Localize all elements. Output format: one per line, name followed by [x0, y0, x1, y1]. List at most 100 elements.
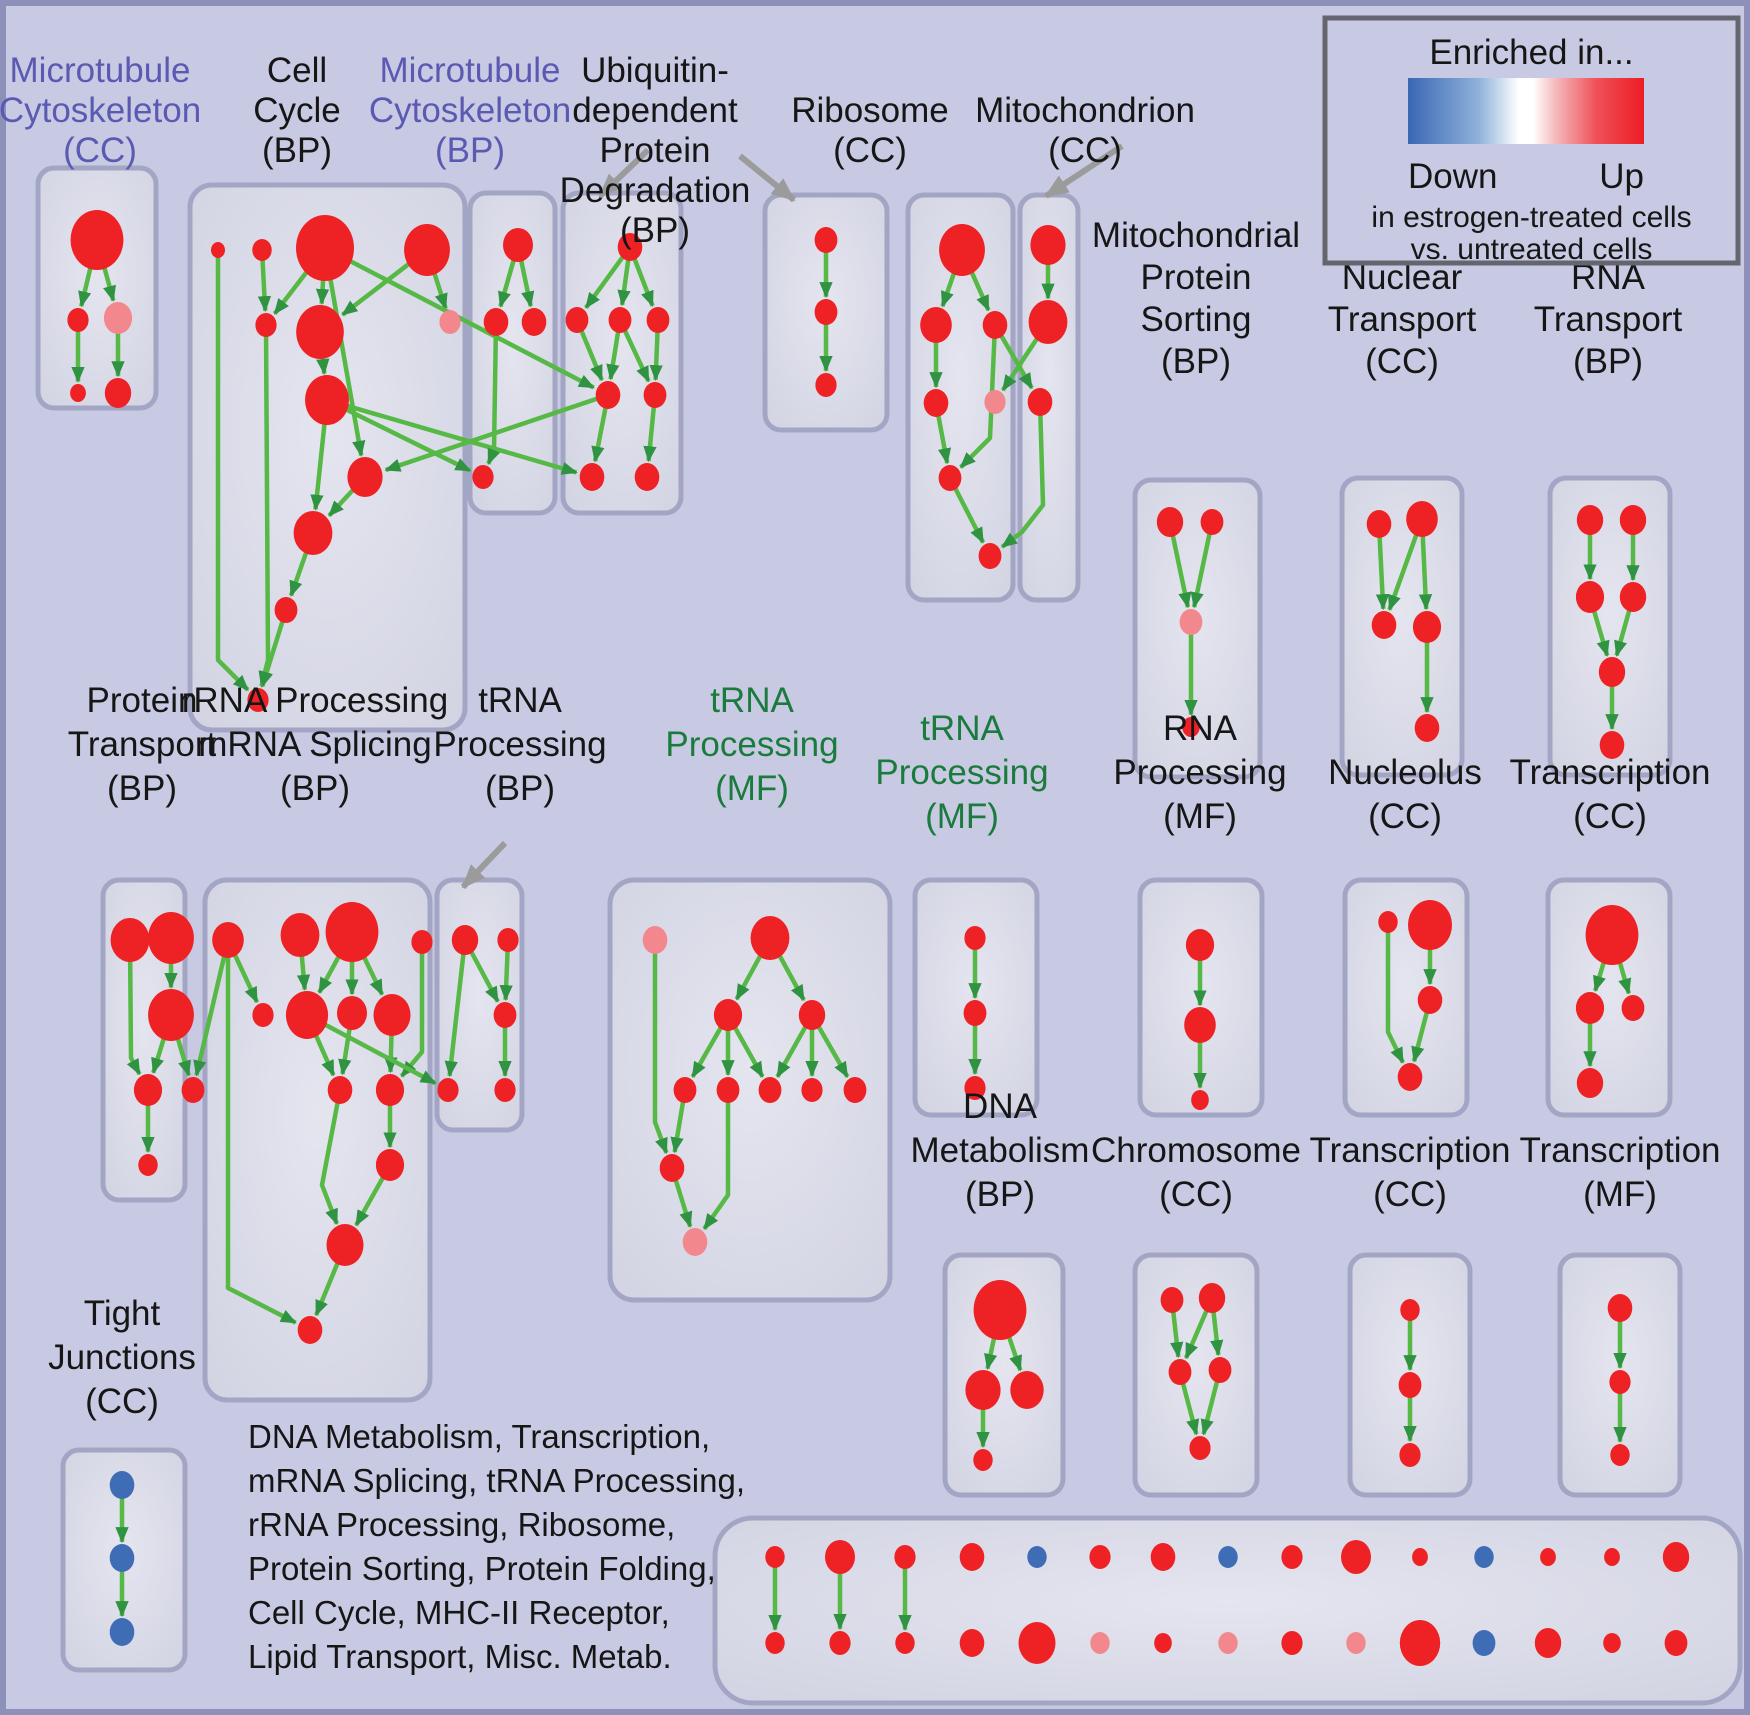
go-term-node-s2: [1200, 509, 1224, 535]
go-term-node-bt5: [1027, 1546, 1047, 1568]
go-term-node-p4: [133, 1074, 163, 1106]
label-transcription-cc-low: Transcription (CC): [1310, 1131, 1511, 1214]
edge-rr9-rr12: [319, 1089, 343, 1226]
go-term-node-rr7: [337, 996, 367, 1030]
go-term-node-r3: [982, 311, 1008, 339]
legend-up-label: Up: [1599, 157, 1644, 196]
go-term-node-x4: [1397, 1063, 1423, 1091]
go-term-node-rr13: [297, 1316, 323, 1344]
go-term-node-y4: [1576, 1068, 1604, 1098]
go-term-node-nt3: [1371, 611, 1397, 639]
label-trna-mf-2: tRNA Processing (MF): [875, 709, 1048, 836]
go-term-node-bb7: [1154, 1633, 1172, 1653]
go-term-node-bb4: [959, 1629, 985, 1657]
go-term-node-mb4: [472, 465, 494, 489]
go-term-node-bt4: [959, 1543, 985, 1571]
go-term-node-d3: [1010, 1371, 1044, 1409]
go-term-node-bt1: [765, 1546, 785, 1568]
go-term-node-t3: [1399, 1443, 1421, 1467]
label-trna-mf-1: tRNA Processing (MF): [665, 681, 838, 808]
go-term-node-r7: [978, 543, 1002, 569]
go-term-node-rr8: [373, 994, 411, 1036]
go-term-node-y3: [1621, 995, 1645, 1021]
go-term-node-tb1: [451, 925, 479, 955]
go-term-node-bb15: [1664, 1630, 1688, 1656]
edge-c8-u7: [326, 397, 578, 475]
go-term-node-q2: [1609, 1370, 1631, 1394]
annotation-text: DNA Metabolism, Transcription, mRNA Splic…: [248, 1418, 745, 1675]
go-term-node-s4: [1182, 717, 1200, 737]
cluster-box-bottom-wide: [712, 1515, 1743, 1706]
go-term-node-s1: [1156, 507, 1184, 537]
edge-rr1-p5: [193, 939, 231, 1077]
go-term-node-c6: [296, 305, 344, 359]
label-cell-cycle: Cell Cycle (BP): [253, 51, 341, 170]
go-term-node-w1: [1185, 929, 1215, 961]
legend-subtitle-line2: vs. untreated cells: [1411, 233, 1653, 266]
go-term-node-rt2: [1619, 505, 1647, 535]
ubiquitin-arrow-left: [597, 147, 651, 199]
label-rna-processing-mf: RNA Processing (MF): [1113, 709, 1286, 836]
go-term-node-y2: [1575, 992, 1605, 1024]
go-term-node-p2: [148, 912, 194, 964]
go-term-node-r5: [984, 390, 1006, 414]
go-term-node-j3: [109, 1618, 135, 1646]
go-term-node-tm7: [758, 1077, 782, 1103]
edge-tm6-tm11: [702, 1090, 731, 1231]
go-term-node-c3: [296, 215, 354, 281]
go-term-node-p3: [148, 989, 194, 1041]
label-nucleolus: Nucleolus (CC): [1328, 753, 1482, 836]
go-term-node-x3: [1417, 986, 1443, 1014]
go-term-node-s3: [1179, 609, 1203, 635]
edge-c11-c12: [260, 609, 289, 688]
go-term-node-bb3: [895, 1632, 915, 1654]
go-term-node-nt4: [1412, 611, 1442, 643]
go-term-node-tb2: [497, 928, 519, 952]
go-term-node-u6: [643, 382, 667, 408]
go-term-node-u8: [634, 463, 660, 491]
go-term-node-nt1: [1366, 510, 1392, 538]
go-term-node-w3: [1191, 1090, 1209, 1110]
go-term-node-rr12: [326, 1224, 364, 1266]
go-term-node-d4: [973, 1449, 993, 1471]
go-term-node-mt3: [1027, 388, 1053, 416]
label-rrna-mrna: rRNA Processing mRNA Splicing (BP): [182, 681, 448, 808]
edge-c1-c12: [215, 250, 250, 692]
go-term-node-nt5: [1414, 714, 1440, 742]
label-trna-bp: tRNA Processing (BP): [433, 681, 606, 808]
go-term-node-p5: [181, 1077, 205, 1103]
label-microtubule-bp: Microtubule Cytoskeleton (BP): [369, 51, 571, 170]
go-term-node-mb2: [483, 308, 509, 336]
edge-nt1-nt3: [1375, 523, 1390, 611]
go-term-node-bb12: [1472, 1630, 1496, 1656]
label-ubiquitin: Ubiquitin-dependent Protein Degradation (BP…: [560, 51, 751, 250]
edge-tb1-tb4: [444, 939, 468, 1078]
go-term-node-mt1: [1030, 225, 1066, 265]
go-term-node-bt15: [1662, 1542, 1690, 1572]
cluster-box-rna-transport: [1547, 475, 1673, 778]
go-term-node-bb5: [1018, 1622, 1056, 1664]
go-term-node-rt1: [1576, 505, 1604, 535]
go-term-node-bb9: [1281, 1631, 1303, 1655]
go-term-node-r6: [938, 465, 962, 491]
go-term-node-c9: [347, 457, 383, 497]
go-term-node-bb10: [1346, 1632, 1366, 1654]
go-term-node-d1: [973, 1280, 1027, 1340]
go-term-node-nt2: [1406, 501, 1438, 537]
go-term-node-r1: [939, 224, 985, 276]
go-term-node-bb13: [1534, 1628, 1562, 1658]
go-term-node-bt12: [1474, 1546, 1494, 1568]
go-term-node-tm6: [716, 1077, 740, 1103]
trna-bp-arrow: [460, 840, 508, 890]
go-term-node-w2: [1184, 1007, 1216, 1043]
go-term-node-j2: [109, 1544, 135, 1572]
go-term-node-bb11: [1399, 1620, 1441, 1666]
go-term-node-tm10: [659, 1154, 685, 1182]
go-term-node-h3: [1168, 1359, 1192, 1385]
go-term-node-v2: [963, 1000, 987, 1026]
go-term-node-h2: [1198, 1283, 1226, 1313]
go-term-node-u7: [579, 463, 605, 491]
legend-title: Enriched in...: [1429, 33, 1633, 72]
go-term-node-c12: [247, 688, 269, 712]
